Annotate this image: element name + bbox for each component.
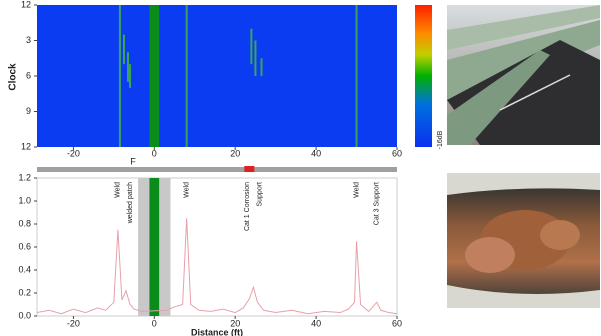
stripe bbox=[127, 52, 130, 82]
x-tick-label: 40 bbox=[311, 148, 321, 158]
stripe bbox=[122, 34, 125, 65]
y-tick-label: 0.4 bbox=[18, 264, 31, 274]
y-tick-label: 1.2 bbox=[18, 172, 31, 182]
green-band bbox=[149, 178, 160, 316]
y-tick-label: 1.0 bbox=[18, 195, 31, 205]
annotation: Cat 3 Support bbox=[374, 182, 381, 225]
stripe bbox=[254, 40, 257, 76]
annotation: welded patch bbox=[127, 182, 134, 224]
stripe bbox=[118, 5, 121, 147]
x-tick-label: 20 bbox=[230, 318, 240, 328]
annotation: Weld bbox=[184, 182, 191, 198]
photo-corrosion bbox=[447, 173, 600, 308]
x-tick-label: -20 bbox=[67, 318, 80, 328]
scroll-marker bbox=[244, 166, 255, 172]
x-tick-label: 0 bbox=[152, 318, 157, 328]
y-tick-label: 9 bbox=[26, 106, 31, 116]
stripe bbox=[129, 64, 132, 88]
scroll-label: F bbox=[130, 156, 136, 166]
x-tick-label: 20 bbox=[230, 148, 240, 158]
annotation: Cat 1 Corrosion bbox=[244, 182, 251, 231]
annotation: Weld bbox=[353, 182, 360, 198]
y-tick-label: 12 bbox=[21, 0, 31, 9]
photo-pipes bbox=[447, 5, 600, 145]
y-tick-label: 0.8 bbox=[18, 218, 31, 228]
colorbar-label: -16dB bbox=[437, 130, 444, 149]
colorbar bbox=[415, 5, 432, 147]
y-tick-label: 0.0 bbox=[18, 310, 31, 320]
green-band bbox=[149, 5, 160, 147]
signal-line bbox=[36, 218, 398, 315]
y-tick-label: 0.2 bbox=[18, 287, 31, 297]
x-tick-label: 40 bbox=[311, 318, 321, 328]
plot-bg bbox=[36, 177, 398, 317]
y-tick-label: 12 bbox=[21, 141, 31, 151]
y-tick-label: 3 bbox=[26, 35, 31, 45]
annotation: Weld bbox=[115, 182, 122, 198]
y-tick-label: 0.6 bbox=[18, 241, 31, 251]
y-axis-label: Clock bbox=[8, 63, 19, 91]
x-axis-label: Distance (ft) bbox=[191, 327, 243, 336]
stripe bbox=[185, 5, 188, 147]
x-tick-label: 60 bbox=[392, 148, 402, 158]
stripe bbox=[355, 5, 358, 147]
annotation: Support bbox=[256, 182, 263, 207]
stripe bbox=[260, 58, 263, 76]
scroll-track bbox=[37, 167, 397, 172]
stripe bbox=[250, 28, 253, 65]
x-tick-label: 0 bbox=[152, 148, 157, 158]
x-tick-label: 60 bbox=[392, 318, 402, 328]
x-tick-label: -20 bbox=[67, 148, 80, 158]
y-tick-label: 6 bbox=[26, 70, 31, 80]
heatmap-bg bbox=[37, 5, 397, 147]
